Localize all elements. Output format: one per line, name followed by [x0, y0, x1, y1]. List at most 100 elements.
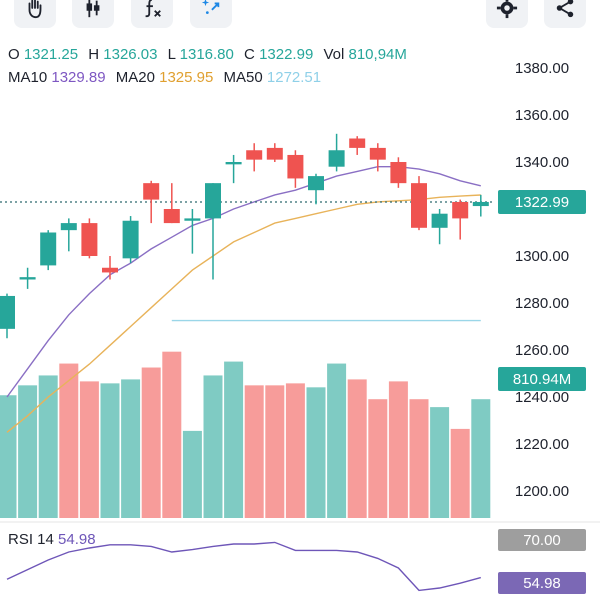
indicators-button[interactable]	[131, 0, 173, 28]
magic-tool-button[interactable]	[190, 0, 232, 28]
rsi-value-tag-bg	[498, 572, 586, 594]
candle-body	[122, 220, 139, 259]
volume-value: 810,94M	[348, 46, 407, 63]
rsi-70-tag: 70.00	[523, 532, 561, 549]
rsi-legend: RSI 14 54.98	[8, 531, 96, 548]
volume-bar	[203, 375, 223, 518]
candle-body	[81, 223, 98, 256]
magic-wand-icon	[200, 0, 222, 19]
candle-body	[452, 201, 469, 219]
candle-body	[431, 213, 448, 228]
volume-bar	[182, 430, 202, 518]
volume-bar	[141, 367, 161, 518]
candle-body	[19, 277, 36, 280]
candle-body	[143, 183, 160, 200]
y-axis-label: 1240.00	[515, 389, 569, 406]
volume-bar	[471, 399, 491, 518]
high-label: H	[88, 46, 100, 63]
candlestick-icon	[82, 0, 104, 19]
ma20-line	[6, 194, 481, 433]
volume-bar	[79, 381, 99, 518]
volume-bar	[450, 428, 470, 518]
ma20-value: 1325.95	[159, 69, 214, 86]
ma-legend: MA10 1329.89 MA20 1325.95 MA50 1272.51	[8, 69, 327, 86]
candle-body	[349, 138, 366, 148]
volume-bar	[38, 375, 58, 518]
volume-tag-bg	[498, 367, 586, 391]
toolbar	[0, 0, 600, 36]
candle-body	[60, 223, 77, 231]
volume-tag: 810.94M	[513, 371, 571, 388]
candlestick-button[interactable]	[72, 0, 114, 28]
candle-body	[205, 183, 221, 219]
ma50-label: MA50	[223, 69, 263, 86]
volume-bar	[368, 399, 388, 518]
rsi-line	[6, 541, 481, 592]
open-label: O	[8, 46, 20, 63]
y-axis-label: 1220.00	[515, 436, 569, 453]
candle-body	[246, 150, 263, 160]
candle-body	[0, 295, 15, 329]
y-axis-label: 1360.00	[515, 107, 569, 124]
rsi-label: RSI 14	[8, 531, 54, 548]
share-button[interactable]	[544, 0, 586, 28]
hand-icon	[24, 0, 46, 19]
candle-body	[184, 218, 201, 221]
volume-bar	[327, 363, 347, 518]
volume-bar	[162, 351, 182, 518]
volume-bar	[59, 363, 79, 518]
close-value: 1322.99	[259, 46, 314, 63]
volume-bar	[121, 379, 141, 518]
last-price-tag: 1322.99	[515, 194, 569, 211]
low-label: L	[167, 46, 176, 63]
last-price-tag-bg	[498, 189, 586, 214]
volume-bar	[0, 395, 17, 518]
settings-button[interactable]	[486, 0, 528, 28]
volume-bar	[430, 407, 450, 518]
volume-bar	[285, 383, 305, 518]
hand-tool-button[interactable]	[14, 0, 56, 28]
y-axis-label: 1260.00	[515, 342, 569, 359]
volume-bar	[347, 379, 367, 518]
y-axis-label: 1280.00	[515, 295, 569, 312]
ma50-value: 1272.51	[266, 69, 322, 86]
ma10-label: MA10	[8, 69, 48, 86]
candle-body	[102, 267, 118, 273]
candle-body	[411, 183, 427, 228]
low-value: 1316.80	[179, 46, 234, 63]
y-axis-label: 1380.00	[515, 60, 569, 77]
volume-bar	[388, 381, 408, 518]
candle-body	[369, 147, 386, 160]
share-icon	[554, 0, 576, 19]
indicator-fx-icon	[141, 0, 163, 19]
candle-body	[225, 162, 242, 165]
open-value: 1321.25	[23, 46, 79, 63]
volume-bar	[100, 383, 120, 518]
ma10-line	[6, 165, 481, 398]
volume-bar	[244, 385, 264, 518]
ohlc-legend: O 1321.25 H 1326.03 L 1316.80 C 1322.99 …	[8, 46, 413, 63]
candle-body	[472, 201, 489, 207]
ma10-value: 1329.89	[51, 69, 106, 86]
volume-bar	[409, 399, 429, 518]
rsi-value: 54.98	[58, 531, 96, 548]
candle-body	[40, 232, 57, 266]
candle-body	[163, 209, 180, 224]
y-axis-label: 1340.00	[515, 154, 569, 171]
volume-label: Vol	[323, 46, 345, 63]
high-value: 1326.03	[103, 46, 158, 63]
y-axis-label: 1200.00	[515, 483, 569, 500]
volume-bar	[306, 387, 326, 518]
settings-icon	[496, 0, 518, 19]
candle-body	[308, 176, 324, 191]
rsi-70-tag-bg	[498, 529, 586, 551]
volume-bar	[18, 385, 38, 518]
candle-body	[287, 154, 304, 179]
candle-body	[328, 150, 345, 167]
y-axis-label: 1300.00	[515, 248, 569, 265]
ma20-label: MA20	[115, 69, 155, 86]
rsi-value-tag: 54.98	[523, 575, 561, 592]
close-label: C	[244, 46, 255, 63]
candle-body	[390, 162, 407, 184]
